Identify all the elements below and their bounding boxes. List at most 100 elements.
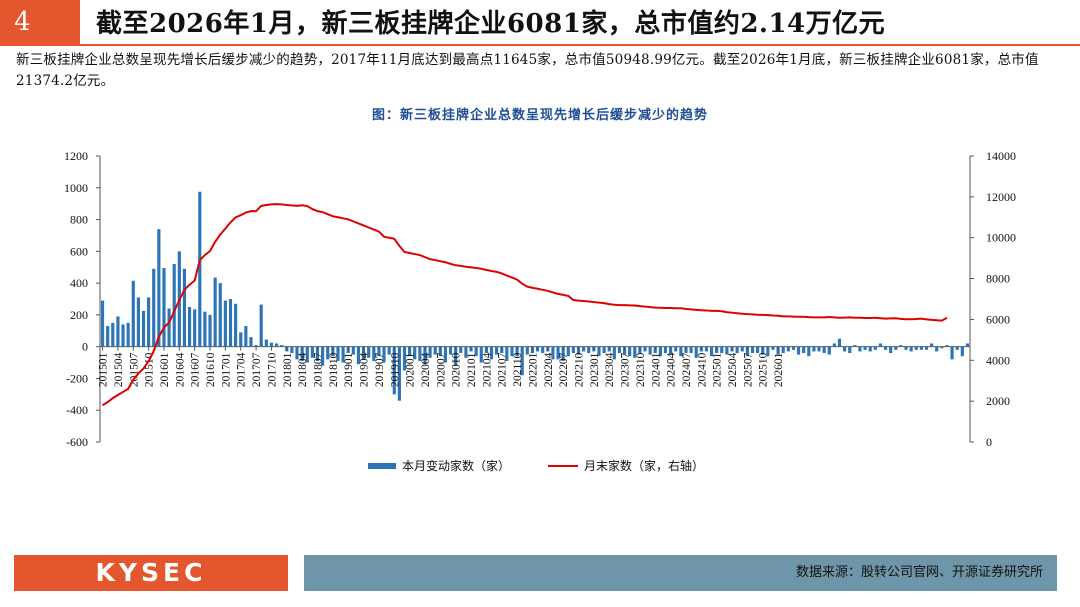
x-tick-label: 202101 — [466, 352, 478, 387]
x-tick-label: 201607 — [190, 352, 202, 387]
bar — [894, 346, 898, 350]
x-tick-label: 201707 — [251, 352, 263, 387]
bar — [582, 346, 586, 352]
bar — [280, 345, 284, 347]
combo-chart: -600-400-2000200400600800100012000200040… — [64, 149, 1016, 473]
bar — [602, 346, 606, 354]
bar — [402, 346, 407, 371]
bar — [305, 346, 309, 363]
x-tick-label: 202210 — [574, 352, 586, 387]
right-tick-label: 12000 — [986, 190, 1016, 204]
bar — [709, 346, 714, 357]
x-tick-label: 202004 — [420, 352, 432, 387]
bar — [617, 346, 622, 354]
bar — [408, 346, 412, 357]
bar — [157, 229, 161, 347]
x-tick-label: 202501 — [712, 352, 724, 387]
right-tick-label: 14000 — [986, 149, 1016, 163]
bar — [295, 346, 299, 360]
x-tick-label: 201901 — [343, 352, 355, 387]
bar — [756, 346, 760, 354]
bar — [904, 346, 908, 350]
bar — [766, 346, 770, 357]
bar — [116, 316, 120, 347]
bar — [147, 297, 151, 347]
x-tick-label: 201501 — [98, 352, 110, 387]
bar — [479, 346, 483, 363]
bar — [541, 346, 545, 354]
bar — [397, 346, 401, 401]
bar — [356, 346, 361, 365]
left-tick-label: -400 — [66, 403, 88, 417]
x-tick-label: 201907 — [374, 352, 386, 387]
bar — [259, 304, 263, 347]
bar — [141, 310, 146, 347]
bar — [807, 346, 811, 357]
bar — [735, 346, 739, 354]
bar — [945, 345, 949, 347]
right-tick-label: 2000 — [986, 394, 1010, 408]
bar — [658, 346, 662, 357]
bar — [131, 280, 135, 347]
x-tick-label: 201610 — [205, 352, 217, 387]
x-tick-label: 202601 — [773, 352, 785, 387]
bar — [561, 346, 565, 361]
bar — [274, 343, 279, 347]
bar — [525, 346, 529, 355]
bar — [689, 346, 693, 354]
bar — [556, 346, 560, 360]
x-tick-label: 201701 — [220, 352, 232, 387]
x-tick-label: 202207 — [558, 352, 570, 387]
bar — [551, 346, 555, 360]
x-tick-label: 201910 — [389, 352, 401, 387]
x-tick-label: 201510 — [144, 352, 156, 387]
bar — [848, 346, 852, 354]
x-tick-label: 202310 — [635, 352, 647, 387]
bar — [418, 346, 422, 361]
bar — [822, 346, 826, 354]
x-tick-label: 201601 — [159, 352, 171, 387]
bar — [863, 346, 867, 350]
bar — [643, 346, 647, 352]
x-tick-label: 201507 — [128, 352, 140, 387]
bar — [208, 314, 212, 347]
kysec-logo: KYSEC — [14, 555, 288, 591]
right-tick-label: 10000 — [986, 231, 1016, 245]
bar — [336, 346, 340, 361]
x-tick-label: 202504 — [727, 352, 739, 387]
bar — [505, 346, 509, 361]
slide-number: 4 — [0, 0, 80, 44]
bar — [367, 346, 371, 358]
bar — [433, 346, 437, 355]
bar — [100, 300, 105, 347]
bar — [111, 322, 115, 347]
bar — [454, 346, 458, 366]
bar — [239, 332, 243, 347]
bar — [674, 346, 678, 352]
bar — [909, 346, 913, 352]
bar — [535, 346, 540, 352]
bar — [321, 346, 325, 366]
bar — [264, 339, 268, 347]
bar — [520, 346, 524, 376]
x-tick-label: 202307 — [620, 352, 632, 387]
bar — [228, 299, 233, 347]
bar — [351, 346, 355, 355]
bar — [218, 283, 222, 347]
bar — [387, 346, 391, 355]
x-tick-label: 202110 — [512, 352, 524, 386]
bar — [489, 346, 494, 360]
bar — [172, 264, 176, 347]
bar — [510, 346, 514, 357]
bar — [924, 346, 929, 350]
x-tick-label: 202001 — [405, 352, 417, 387]
bar — [796, 346, 801, 355]
bar — [858, 346, 862, 352]
bar — [720, 346, 724, 354]
x-tick-label: 202510 — [758, 352, 770, 387]
bar — [704, 346, 709, 352]
bar — [950, 346, 954, 360]
bar — [878, 343, 883, 347]
bar — [341, 346, 345, 363]
bar — [106, 326, 110, 347]
